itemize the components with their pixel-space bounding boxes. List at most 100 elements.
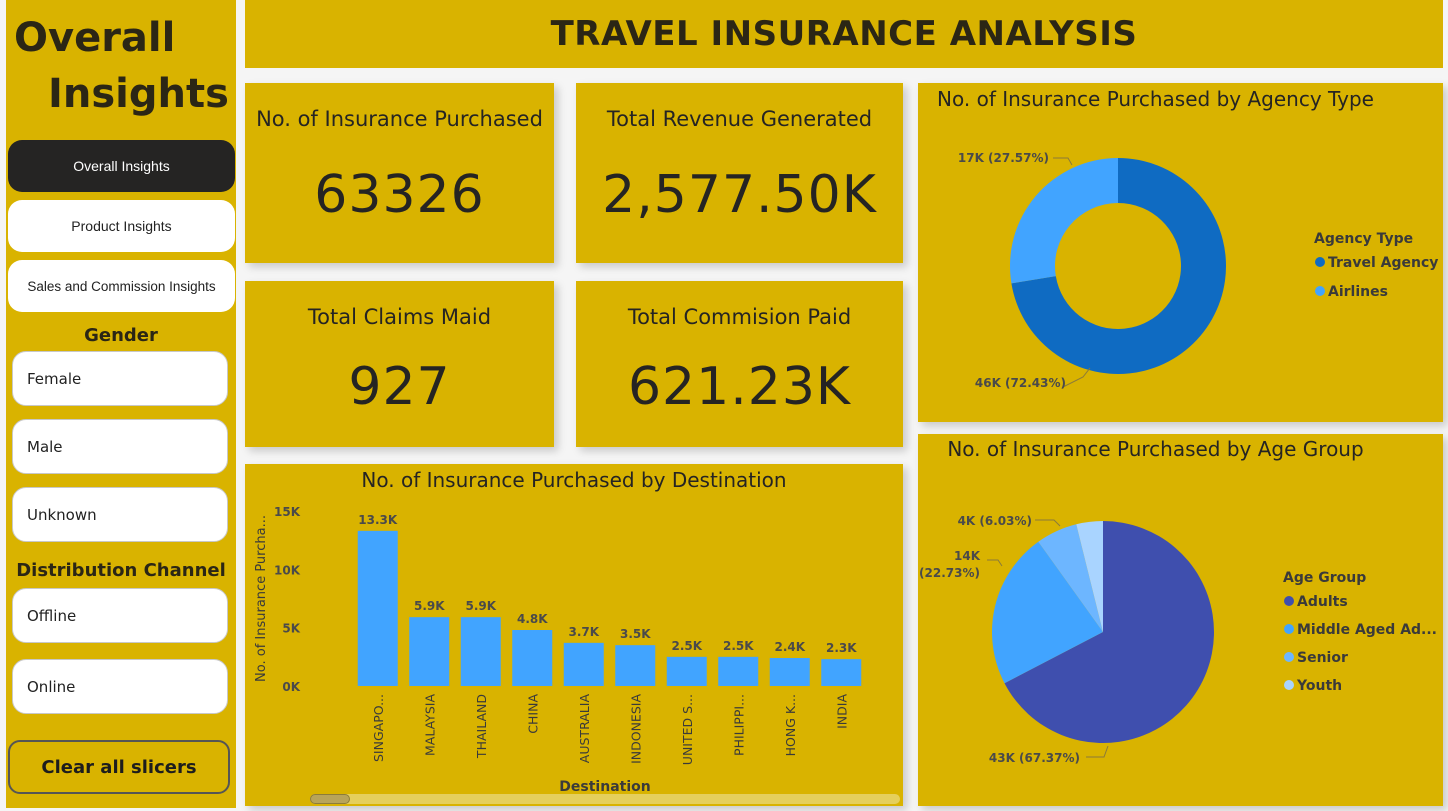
age-group-chart-card[interactable]: No. of Insurance Purchased by Age Group … xyxy=(918,434,1443,806)
kpi-label: Total Claims Maid xyxy=(307,305,492,329)
data-label: 2.3K xyxy=(826,641,857,655)
legend-item: Middle Aged Ad... xyxy=(1297,622,1437,638)
leader-line xyxy=(1035,519,1061,527)
slice-0 xyxy=(1011,158,1226,374)
x-tick-label: CHINA xyxy=(525,694,540,734)
x-tick-label: MALAYSIA xyxy=(422,694,437,756)
bar-6 xyxy=(666,656,707,686)
slice-data-label: 4K (6.03%) xyxy=(958,514,1032,528)
gender-female[interactable]: Female xyxy=(12,351,228,406)
nav-product-insights[interactable]: Product Insights xyxy=(8,200,235,252)
legend-title: Agency Type xyxy=(1314,231,1413,247)
x-tick-label: THAILAND xyxy=(474,694,489,759)
channel-online[interactable]: Online xyxy=(12,659,228,714)
bar-9 xyxy=(821,659,862,686)
kpi-card-insurance-purchased[interactable]: No. of Insurance Purchased 63326 xyxy=(245,83,554,263)
chart-title: No. of Insurance Purchased by Age Group xyxy=(947,437,1364,461)
bar-3 xyxy=(512,630,553,686)
y-axis-title: No. of Insurance Purcha... xyxy=(254,515,269,682)
kpi-label: Total Commision Paid xyxy=(627,305,852,329)
y-tick-label: 15K xyxy=(274,505,301,519)
kpi-label: No. of Insurance Purchased xyxy=(256,107,543,131)
data-label: 5.9K xyxy=(465,599,496,613)
destination-bar-chart: 0K 5K 10K 15K No. of Insurance Purcha... Dest… xyxy=(254,505,862,795)
legend-item: Travel Agency xyxy=(1328,255,1438,271)
data-label: 3.7K xyxy=(568,625,599,639)
data-label: 4.8K xyxy=(517,612,548,626)
sidebar-title: Overall Insights xyxy=(14,10,229,122)
chart-scrollbar-thumb[interactable] xyxy=(310,794,350,804)
kpi-value: 63326 xyxy=(314,165,485,225)
slice-0 xyxy=(1004,521,1214,743)
data-label: 2.5K xyxy=(671,639,702,653)
agency-type-donut-chart: 46K (72.43%) 17K (27.57%) Agency Type Trave… xyxy=(958,151,1439,390)
destination-chart-card[interactable]: No. of Insurance Purchased by Destinatio… xyxy=(245,464,903,806)
kpi-value: 2,577.50K xyxy=(602,165,877,225)
nav-sales-commission-insights[interactable]: Sales and Commission Insights xyxy=(8,260,235,312)
legend-marker xyxy=(1284,680,1294,690)
sidebar-title-line1: Overall xyxy=(14,15,176,61)
slice-1 xyxy=(1010,158,1118,284)
x-tick-label: INDIA xyxy=(834,694,849,729)
kpi-card-total-claims[interactable]: Total Claims Maid 927 xyxy=(245,281,554,447)
leader-line xyxy=(1086,745,1109,758)
kpi-card-total-commission[interactable]: Total Commision Paid 621.23K xyxy=(576,281,903,447)
slice-1 xyxy=(992,541,1103,684)
kpi-card-total-revenue[interactable]: Total Revenue Generated 2,577.50K xyxy=(576,83,903,263)
chart-scrollbar-track[interactable] xyxy=(310,794,900,804)
kpi-value: 621.23K xyxy=(627,357,852,417)
y-tick-label: 5K xyxy=(282,622,300,636)
legend-marker xyxy=(1315,286,1325,296)
bar-2 xyxy=(460,617,501,686)
legend-item: Adults xyxy=(1297,594,1348,610)
agency-type-chart-card[interactable]: No. of Insurance Purchased by Agency Typ… xyxy=(918,83,1443,422)
gender-label: Gender xyxy=(84,325,158,346)
bar-5 xyxy=(615,645,656,686)
gender-male[interactable]: Male xyxy=(12,419,228,474)
clear-all-slicers-button[interactable]: Clear all slicers xyxy=(8,740,230,794)
chart-title: No. of Insurance Purchased by Agency Typ… xyxy=(937,87,1374,111)
legend-marker xyxy=(1284,652,1294,662)
x-tick-label: HONG K... xyxy=(783,694,798,756)
slice-data-label: (22.73%) xyxy=(919,566,980,580)
data-label: 5.9K xyxy=(414,599,445,613)
slice-data-label: 17K (27.57%) xyxy=(958,151,1049,165)
x-tick-label: PHILIPPI... xyxy=(731,694,746,756)
legend-marker xyxy=(1284,624,1294,634)
slice-data-label: 14K xyxy=(954,549,981,563)
slice-data-label: 43K (67.37%) xyxy=(989,751,1080,765)
legend-item: Youth xyxy=(1296,678,1342,694)
chart-title: No. of Insurance Purchased by Destinatio… xyxy=(361,468,787,492)
y-tick-label: 0K xyxy=(282,680,300,694)
bar-0 xyxy=(357,530,398,686)
x-tick-label: UNITED S... xyxy=(680,694,695,765)
channel-offline[interactable]: Offline xyxy=(12,588,228,643)
bar-8 xyxy=(769,658,810,686)
slice-3 xyxy=(1076,521,1103,632)
sidebar: Overall Insights Overall Insights Produc… xyxy=(6,0,236,808)
nav-overall-insights[interactable]: Overall Insights xyxy=(8,140,235,192)
kpi-label: Total Revenue Generated xyxy=(606,107,873,131)
gender-unknown[interactable]: Unknown xyxy=(12,487,228,542)
leader-line xyxy=(1053,157,1073,166)
x-tick-label: INDONESIA xyxy=(628,694,643,764)
y-tick-label: 10K xyxy=(274,563,301,577)
bar-4 xyxy=(563,642,604,686)
age-group-pie-chart: 43K (67.37%) 14K (22.73%) 4K (6.03%) Age Gro… xyxy=(919,514,1437,765)
bar-1 xyxy=(409,617,450,686)
data-label: 2.4K xyxy=(774,640,805,654)
legend-marker xyxy=(1284,596,1294,606)
header-bar: TRAVEL INSURANCE ANALYSIS xyxy=(245,0,1443,68)
bar-7 xyxy=(718,656,759,686)
leader-line xyxy=(987,559,1003,567)
sidebar-title-line2: Insights xyxy=(48,71,229,117)
page-title: TRAVEL INSURANCE ANALYSIS xyxy=(550,14,1138,54)
data-label: 3.5K xyxy=(620,627,651,641)
kpi-value: 927 xyxy=(348,357,451,417)
data-label: 13.3K xyxy=(358,513,398,527)
slice-data-label: 46K (72.43%) xyxy=(975,376,1066,390)
leader-line xyxy=(1062,367,1091,388)
x-tick-label: SINGAPO... xyxy=(371,694,386,762)
legend-item: Airlines xyxy=(1328,284,1388,300)
